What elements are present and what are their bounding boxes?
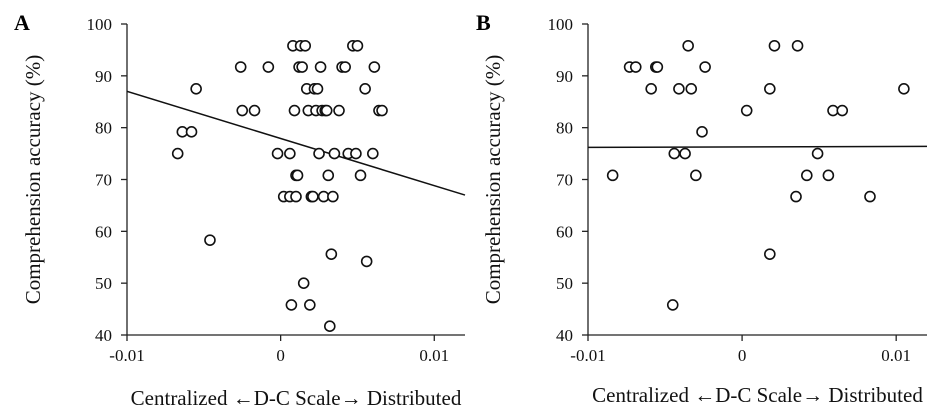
data-point xyxy=(307,190,319,203)
data-point xyxy=(699,61,711,73)
data-point xyxy=(864,190,876,203)
data-point xyxy=(297,277,310,289)
data-point xyxy=(811,147,824,160)
data-point xyxy=(367,147,379,160)
data-point xyxy=(790,190,802,203)
y-tick-label: 80 xyxy=(556,119,573,138)
data-point xyxy=(234,61,247,73)
data-point xyxy=(322,169,335,182)
y-tick-label: 40 xyxy=(95,326,112,345)
data-point xyxy=(376,104,388,117)
data-point xyxy=(682,39,694,52)
data-point xyxy=(673,82,685,95)
x-tick-label: -0.01 xyxy=(109,346,144,365)
panel-label: B xyxy=(476,10,491,35)
data-point xyxy=(204,234,216,246)
data-point xyxy=(190,82,202,95)
data-point xyxy=(248,104,261,117)
data-point xyxy=(325,248,338,260)
data-point xyxy=(350,147,362,160)
y-tick-label: 50 xyxy=(95,274,112,293)
data-point xyxy=(328,147,341,160)
x-axis-title: Centralized ←D-C Scale→ Distributed xyxy=(592,383,923,407)
data-point xyxy=(685,82,698,95)
x-tick-label: 0 xyxy=(738,346,747,365)
data-point xyxy=(311,82,324,95)
data-point xyxy=(320,104,333,117)
data-point xyxy=(304,299,316,311)
y-tick-label: 40 xyxy=(556,326,573,345)
data-point xyxy=(327,190,339,203)
data-point xyxy=(185,126,198,138)
trend-line xyxy=(587,145,928,149)
y-tick-label: 70 xyxy=(95,171,112,190)
data-point xyxy=(288,104,301,117)
x-tick-label: 0.01 xyxy=(881,346,911,365)
data-point xyxy=(822,169,835,182)
data-point xyxy=(368,61,381,73)
chart-panel-a: A 40 50 60 70 80 90 100 -0.01 0 0.01 Comprehension … xyxy=(14,10,466,410)
trend-line xyxy=(126,90,466,196)
data-point xyxy=(171,147,184,160)
y-tick-label: 60 xyxy=(556,222,573,241)
data-point xyxy=(314,61,327,73)
data-point xyxy=(333,104,345,117)
data-point xyxy=(262,61,275,73)
x-tick-label: -0.01 xyxy=(570,346,605,365)
data-point xyxy=(236,104,249,117)
x-tick-label: 0.01 xyxy=(419,346,449,365)
data-point xyxy=(313,147,325,160)
x-tick-label: 0 xyxy=(276,346,285,365)
data-point xyxy=(666,299,679,311)
y-tick-label: 50 xyxy=(556,274,573,293)
data-point xyxy=(696,126,708,138)
data-point xyxy=(291,169,304,182)
data-point xyxy=(290,190,302,203)
y-tick-label: 90 xyxy=(95,67,112,86)
data-point xyxy=(791,39,804,52)
x-axis-title: Centralized ←D-C Scale→ Distributed xyxy=(131,386,462,410)
data-point xyxy=(285,299,298,311)
y-axis-title: Comprehension accuracy (%) xyxy=(21,55,45,305)
y-tick-label: 70 xyxy=(556,171,573,190)
data-point xyxy=(359,82,371,95)
data-point xyxy=(898,82,910,95)
data-point xyxy=(351,39,364,52)
chart-panel-b: B 40 50 60 70 80 90 100 -0.01 0 0.01 Comprehension … xyxy=(476,10,928,407)
data-point xyxy=(284,147,296,160)
y-tick-label: 60 xyxy=(95,222,112,241)
data-point xyxy=(299,39,312,52)
data-point xyxy=(764,82,776,95)
data-point xyxy=(668,147,681,160)
data-point xyxy=(360,255,373,268)
panel-label: A xyxy=(14,10,30,35)
data-point xyxy=(679,147,691,160)
y-tick-label: 90 xyxy=(556,67,573,86)
data-point xyxy=(651,61,664,73)
y-tick-label: 80 xyxy=(95,119,112,138)
data-point xyxy=(690,169,702,182)
data-point xyxy=(271,147,284,160)
data-point xyxy=(323,320,336,332)
y-tick-label: 100 xyxy=(548,15,574,34)
data-point xyxy=(354,169,367,182)
y-tick-label: 100 xyxy=(87,15,113,34)
y-axis-title: Comprehension accuracy (%) xyxy=(481,55,505,305)
data-point xyxy=(645,82,657,95)
data-point xyxy=(740,104,753,117)
data-point xyxy=(629,61,642,73)
data-point xyxy=(801,169,813,182)
data-point xyxy=(836,104,849,117)
data-point xyxy=(768,39,781,52)
data-point xyxy=(339,61,351,73)
data-point xyxy=(296,61,308,73)
data-point xyxy=(764,248,776,260)
data-point xyxy=(606,169,619,182)
